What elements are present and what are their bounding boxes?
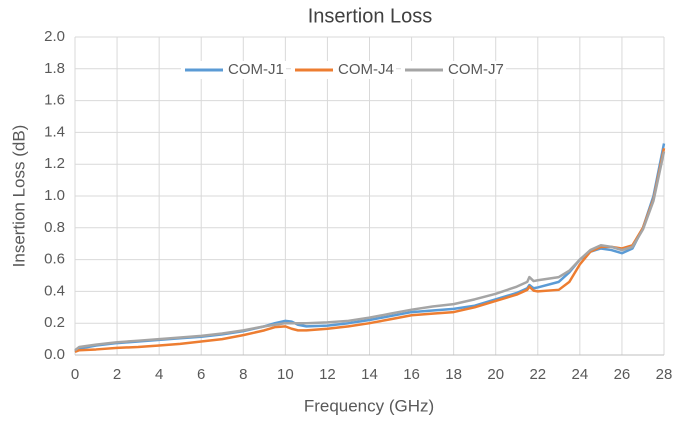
x-tick-label: 12 [319, 366, 336, 383]
x-tick-label: 2 [113, 366, 121, 383]
y-tick-label: 1.4 [44, 123, 65, 140]
x-tick-label: 26 [614, 366, 631, 383]
y-tick-label: 0.8 [44, 219, 65, 236]
chart-title: Insertion Loss [308, 5, 433, 27]
x-tick-label: 24 [572, 366, 589, 383]
series-line [74, 151, 666, 352]
legend-label: COM-J7 [448, 61, 504, 78]
x-tick-label: 6 [197, 366, 205, 383]
y-axis-label: Insertion Loss (dB) [9, 125, 28, 268]
x-axis-label: Frequency (GHz) [304, 396, 434, 415]
x-tick-label: 16 [403, 366, 420, 383]
y-tick-label: 0.6 [44, 251, 65, 268]
y-tick-label: 0.2 [44, 314, 65, 331]
x-tick-label: 20 [487, 366, 504, 383]
series-line [74, 148, 666, 353]
x-tick-label: 22 [529, 366, 546, 383]
y-tick-label: 1.2 [44, 155, 65, 172]
y-tick-label: 0.0 [44, 346, 65, 363]
y-tick-label: 1.6 [44, 92, 65, 109]
x-tick-label: 14 [361, 366, 378, 383]
legend-label: COM-J1 [228, 61, 284, 78]
legend-bg [291, 61, 396, 79]
x-tick-label: 0 [71, 366, 79, 383]
legend-label: COM-J4 [338, 61, 394, 78]
y-tick-label: 2.0 [44, 28, 65, 45]
x-tick-label: 8 [239, 366, 247, 383]
x-tick-label: 28 [656, 366, 673, 383]
y-tick-label: 1.8 [44, 60, 65, 77]
x-tick-label: 18 [445, 366, 462, 383]
legend-bg [181, 61, 286, 79]
x-tick-label: 4 [155, 366, 163, 383]
legend-bg [401, 61, 506, 79]
y-tick-label: 0.4 [44, 282, 65, 299]
x-tick-label: 10 [277, 366, 294, 383]
y-tick-label: 1.0 [44, 187, 65, 204]
